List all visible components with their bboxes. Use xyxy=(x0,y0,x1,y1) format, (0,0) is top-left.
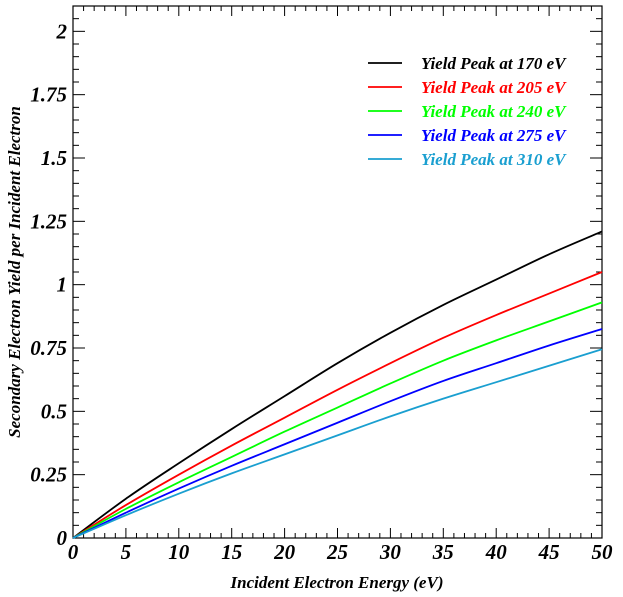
series-lines xyxy=(72,230,603,539)
x-tick-label: 20 xyxy=(273,540,296,564)
series-line xyxy=(72,301,603,539)
x-tick-label: 30 xyxy=(379,540,402,564)
legend-label: Yield Peak at 170 eV xyxy=(421,54,567,73)
y-tick-label: 0.75 xyxy=(30,336,67,360)
y-tick-labels: 0 0.25 0.5 0.75 1 1.25 1.5 1.75 2 xyxy=(30,19,67,550)
y-tick-label: 0.5 xyxy=(41,399,67,423)
x-tick-label: 50 xyxy=(592,540,614,564)
series-line xyxy=(72,328,603,539)
y-tick-label: 1.75 xyxy=(30,83,67,107)
x-tick-label: 40 xyxy=(485,540,508,564)
x-tick-label: 5 xyxy=(121,540,132,564)
axis-ticks xyxy=(72,5,603,539)
series-line xyxy=(72,230,603,539)
legend-label: Yield Peak at 240 eV xyxy=(421,102,567,121)
y-axis-title: Secondary Electron Yield per Incident El… xyxy=(5,106,24,438)
legend: Yield Peak at 170 eV Yield Peak at 205 eV… xyxy=(368,54,567,169)
y-tick-label: 1.25 xyxy=(30,209,67,233)
y-tick-label: 0.25 xyxy=(30,463,67,487)
x-tick-label: 25 xyxy=(326,540,348,564)
y-tick-label: 1 xyxy=(57,273,68,297)
legend-label: Yield Peak at 310 eV xyxy=(421,150,567,169)
legend-label: Yield Peak at 205 eV xyxy=(421,78,567,97)
x-tick-label: 0 xyxy=(68,540,79,564)
x-tick-label: 35 xyxy=(432,540,454,564)
y-tick-label: 1.5 xyxy=(41,146,67,170)
series-line xyxy=(72,271,603,539)
x-tick-labels: 0 5 10 15 20 25 30 35 40 45 50 xyxy=(68,540,613,564)
y-tick-label: 2 xyxy=(56,19,68,43)
x-axis-title: Incident Electron Energy (eV) xyxy=(230,573,444,592)
x-tick-label: 45 xyxy=(538,540,560,564)
legend-label: Yield Peak at 275 eV xyxy=(421,126,567,145)
series-line xyxy=(72,348,603,539)
x-tick-label: 15 xyxy=(221,540,242,564)
y-tick-label: 0 xyxy=(57,526,68,550)
x-tick-label: 10 xyxy=(168,540,190,564)
